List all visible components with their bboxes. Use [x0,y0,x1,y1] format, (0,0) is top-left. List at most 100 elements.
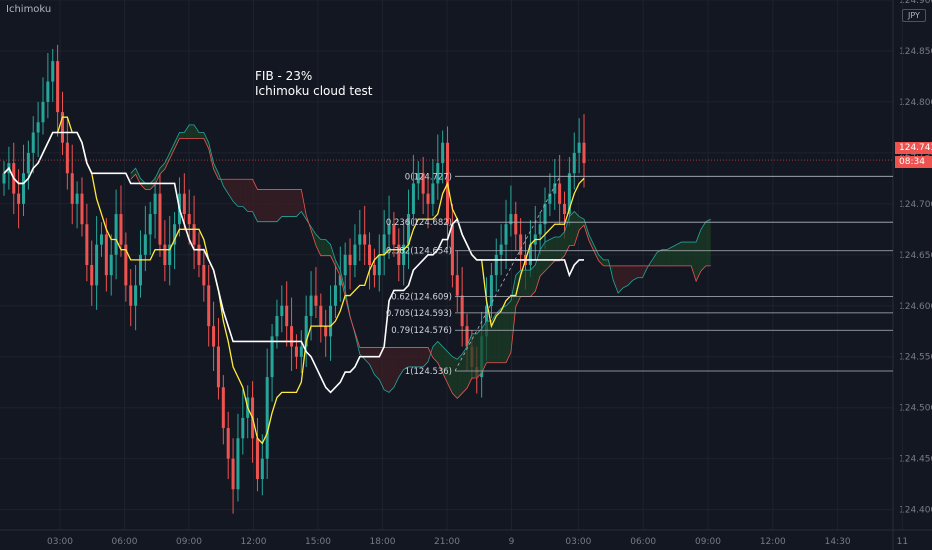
chart-annotation[interactable]: FIB - 23% Ichimoku cloud test [255,69,372,99]
candle-body [426,193,430,204]
candle-body [494,254,498,276]
y-axis-tick-label: 124.850 [899,47,932,57]
x-axis-tick-label: 03:00 [565,537,591,547]
cloud-bull-segment [598,254,604,266]
cloud-bull-segment [588,234,594,251]
candle-body [553,183,557,194]
candle-body [255,438,259,480]
y-axis-tick-label: 124.800 [899,98,932,108]
cloud-bear-segment [281,189,287,217]
candle-body [363,234,367,245]
candle-body [260,458,264,480]
candle-body [221,387,225,429]
y-axis-tick-label: 124.600 [899,302,932,312]
candle-body [358,234,362,245]
cloud-bear-segment [369,347,375,375]
candle-body [173,224,177,245]
cloud-bear-segment [286,189,292,217]
fib-trend-line [454,176,561,372]
candle-body [51,61,55,82]
fib-level-label: 0.382(124.654) [386,247,452,257]
candle-body [294,346,298,357]
candle-body [168,244,172,265]
candle-body [153,193,157,215]
cloud-bull-segment [471,333,477,379]
cloud-bull-segment [155,168,160,185]
cloud-bear-segment [408,347,414,367]
candle-body [46,81,50,102]
cloud-bull-segment [661,249,667,266]
candle-body [60,112,64,143]
candle-body [241,417,245,439]
cloud-bear-segment [242,179,248,212]
cloud-bear-segment [384,347,390,393]
candle-body [499,244,503,255]
currency-badge[interactable]: JPY [902,9,926,22]
cloud-bull-segment [657,249,662,266]
x-axis-tick-label: 12:00 [760,537,786,547]
candle-body [397,244,401,265]
y-axis-tick-label: 124.900 [899,0,932,6]
cloud-bull-segment [681,242,687,266]
cloud-bull-segment [174,132,180,149]
cloud-bull-segment [442,346,448,384]
cloud-bear-segment [267,189,273,222]
candle-body [338,275,342,286]
senkou-span-a [130,124,711,393]
candle-body [109,254,113,276]
candle-body [562,203,567,215]
cloud-bull-segment [603,259,609,266]
candle-body [265,377,269,459]
candle-body [202,265,206,286]
cloud-bull-segment [535,249,541,292]
candle-body [114,214,118,255]
cloud-bull-segment [486,321,492,363]
cloud-bull-segment [491,313,497,363]
candle-body [26,152,30,174]
candle-body [436,163,440,184]
cloud-bull-segment [705,219,711,266]
candle-body [212,326,216,347]
candle-body [80,193,84,225]
cloud-bull-segment [666,247,672,266]
candle-body [143,234,147,255]
cloud-bull-segment [696,229,701,282]
candle-body [387,224,391,235]
candle-body [85,224,89,265]
candle-body [455,275,459,296]
cloud-bull-segment [452,356,458,399]
indicator-name[interactable]: Ichimoku [6,4,52,15]
cloud-bear-segment [374,347,380,380]
candle-body [377,254,381,276]
y-axis-tick-label: 124.400 [899,506,932,516]
cloud-bear-segment [262,189,268,222]
cloud-bear-segment [418,347,424,367]
cloud-bear-segment [613,265,619,294]
cloud-bull-segment [315,234,321,256]
candle-body [411,183,415,215]
candle-body [290,326,294,347]
cloud-bull-segment [481,321,487,373]
cloud-bear-segment [379,347,385,390]
candle-body [348,254,352,265]
cloud-bull-segment [530,265,536,297]
cloud-bull-segment [476,328,482,379]
cloud-bear-segment [389,347,394,393]
candle-body [187,214,191,225]
candle-body [353,244,357,265]
cloud-bull-segment [549,236,555,266]
candle-body [489,275,493,306]
candle-body [65,142,69,174]
candle-body [285,305,289,327]
x-axis-tick-label: 03:00 [47,537,73,547]
kijun-sen-line [3,131,584,394]
candle-body [138,254,142,286]
cloud-bull-segment [691,242,697,282]
fib-level-label: 0(124.727) [405,172,452,182]
candle-body [319,305,323,327]
cloud-bear-segment [233,179,238,207]
candle-body [119,214,123,245]
candle-body [134,285,138,306]
